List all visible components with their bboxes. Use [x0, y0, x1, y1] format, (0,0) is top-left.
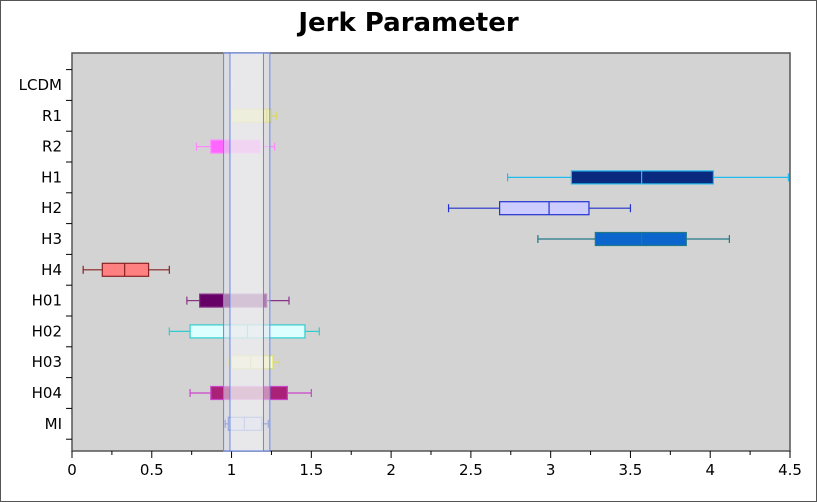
box-h4 — [101, 262, 150, 277]
y-tick-label: R2 — [42, 138, 62, 156]
plot-area — [71, 52, 791, 452]
y-tick-label: H2 — [41, 199, 62, 217]
y-tick-label: MI — [45, 415, 62, 433]
y-tick-label: H1 — [41, 168, 62, 186]
x-tick-label: 3.5 — [619, 461, 643, 479]
x-tick-label: 3 — [546, 461, 556, 479]
x-tick-label: 2.5 — [459, 461, 483, 479]
y-tick-label: H3 — [41, 230, 62, 248]
x-tick-label: 1 — [227, 461, 237, 479]
x-tick-label: 1.5 — [299, 461, 323, 479]
y-tick-label: H02 — [32, 322, 62, 340]
y-tick-label: LCDM — [19, 76, 62, 94]
x-tick-label: 0.5 — [140, 461, 164, 479]
y-tick-label: H04 — [32, 384, 62, 402]
y-tick-label: H03 — [32, 353, 62, 371]
y-tick-label: H01 — [32, 292, 62, 310]
box-h1 — [570, 170, 715, 185]
x-tick-label: 4 — [705, 461, 715, 479]
y-tick-label: H4 — [41, 261, 62, 279]
box-h3 — [594, 231, 687, 247]
box-h2 — [499, 201, 590, 216]
x-tick-label: 0 — [67, 461, 77, 479]
highlight-band-inner — [229, 52, 264, 452]
y-tick-label: R1 — [42, 107, 62, 125]
x-tick-label: 4.5 — [778, 461, 802, 479]
x-tick-label: 2 — [386, 461, 396, 479]
chart-title: Jerk Parameter — [298, 8, 519, 38]
